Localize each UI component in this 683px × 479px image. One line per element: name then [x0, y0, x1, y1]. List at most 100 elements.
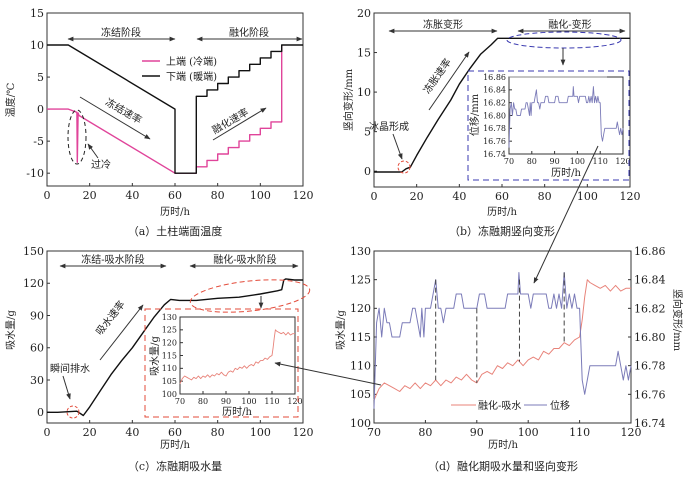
y-tick-label: 110 [162, 364, 177, 373]
y-axis-label: 吸水量/g [335, 310, 347, 350]
inset-x-axis-label: 历时/h [551, 167, 581, 179]
x-tick-label: 100 [250, 426, 271, 439]
caption: （b）冻融期竖向变形 [449, 224, 555, 238]
x-tick-label: 0 [44, 426, 51, 439]
stage-label: 冻结阶段 [101, 26, 141, 39]
y-tick-label: 10 [357, 86, 371, 99]
x-tick-label: 90 [550, 157, 560, 166]
y-tick-label: 16.86 [483, 73, 506, 82]
displacement-series [373, 272, 632, 409]
stage-label: 冻结-吸水阶段 [81, 253, 144, 266]
y-axis-label: 吸水量/g [5, 310, 17, 350]
y-axis-label: 竖向变形/mm [342, 68, 355, 131]
x-tick-label: 80 [538, 190, 552, 203]
warm-end-series [47, 44, 303, 174]
x-tick-label: 100 [250, 189, 271, 202]
y2-tick-label: 16.78 [634, 360, 666, 373]
y-tick-label: 16.82 [483, 98, 506, 107]
supercooling-label: 过冷 [91, 158, 111, 171]
drainage-label: 瞬间排水 [50, 362, 90, 375]
y-tick-label: 16.78 [483, 124, 506, 133]
inset-displacement-series [508, 86, 624, 148]
y-tick-label: 0 [364, 165, 371, 178]
x-tick-label: 60 [168, 189, 182, 202]
y-tick-label: 125 [162, 326, 177, 335]
x-tick-label: 120 [293, 426, 314, 439]
plot-frame [373, 250, 632, 424]
x-tick-label: 70 [504, 157, 514, 166]
x-tick-label: 120 [620, 190, 641, 203]
y2-tick-label: 16.76 [634, 388, 666, 401]
x-tick-label: 80 [211, 426, 225, 439]
y-tick-label: 100 [350, 417, 371, 430]
y-axis-label: 温度/℃ [4, 83, 17, 118]
y-tick-label: 5 [364, 125, 371, 138]
y-tick-label: 5 [37, 71, 44, 84]
y-tick-label: 16.76 [483, 137, 506, 146]
deformation-series [374, 37, 630, 173]
y2-tick-label: 16.86 [634, 245, 666, 258]
y2-tick-label: 16.80 [634, 331, 666, 344]
x-tick-label: 40 [125, 189, 139, 202]
panel-d-legend: 融化-吸水 位移 [451, 399, 570, 412]
connector-arrow [533, 145, 599, 284]
x-tick-label: 60 [495, 190, 509, 203]
y-tick-label: 100 [162, 390, 177, 399]
y-tick-label: 60 [30, 342, 44, 355]
rate-label: 冻结速率 [103, 95, 144, 126]
y-tick-label: 110 [350, 360, 371, 373]
y-tick-label: 16.74 [483, 150, 506, 159]
stage-label: 融化-变形 [548, 18, 591, 31]
y-tick-label: 150 [23, 245, 44, 258]
x-tick-label: 70 [367, 426, 381, 439]
x-axis-label: 历时/h [488, 439, 518, 451]
y-tick-label: 125 [350, 274, 371, 287]
y-tick-label: -5 [33, 135, 44, 148]
legend-label: 位移 [550, 399, 570, 412]
rate-label: 冻胀速率 [420, 56, 454, 96]
x-tick-label: 80 [527, 157, 537, 166]
x-tick-label: 40 [452, 190, 466, 203]
x-tick-label: 100 [518, 426, 539, 439]
caption: （d）融化期吸水量和竖向变形 [428, 459, 578, 473]
x-tick-label: 100 [570, 157, 585, 166]
x-tick-label: 70 [175, 397, 185, 406]
y2-axis-label: 竖向变形/mm [671, 289, 683, 352]
y2-tick-label: 16.74 [634, 417, 666, 430]
x-tick-label: 80 [211, 189, 225, 202]
x-tick-label: 20 [410, 190, 424, 203]
legend-label: 融化-吸水 [478, 399, 521, 412]
x-tick-label: 120 [287, 397, 302, 406]
x-tick-label: 0 [371, 190, 378, 203]
x-tick-label: 100 [577, 190, 598, 203]
legend-label: 上端 (冷端) [166, 55, 217, 68]
x-tick-label: 40 [125, 426, 139, 439]
x-tick-label: 110 [569, 426, 590, 439]
panel-a-annotations: 冻结阶段 融化阶段 上端 (冷端) 下端 (暖端) 冻结速率 融化速率 过冷 [67, 26, 303, 171]
x-tick-label: 100 [241, 397, 256, 406]
plot-frame [179, 316, 296, 395]
x-axis-label: 历时/h [487, 206, 517, 218]
x-axis-label: 历时/h [160, 439, 190, 451]
y-tick-label: 15 [30, 7, 44, 20]
inset-y-axis-label: 吸水量/g [149, 336, 161, 376]
x-tick-label: 120 [293, 189, 314, 202]
stage-label: 融化-吸水阶段 [213, 253, 276, 266]
y-tick-label: 0 [37, 406, 44, 419]
connector-arrow [274, 361, 382, 386]
x-tick-label: 0 [44, 189, 51, 202]
y-tick-label: 105 [162, 377, 177, 386]
y-tick-label: 115 [350, 331, 371, 344]
y-tick-label: 16.84 [483, 86, 506, 95]
y-tick-label: 16.80 [483, 111, 506, 120]
inset-water-series [179, 329, 295, 384]
x-tick-label: 120 [621, 426, 642, 439]
legend-label: 下端 (暖端) [166, 70, 217, 83]
inset-y-axis-label: 位移/mm [468, 93, 481, 136]
x-tick-label: 90 [221, 397, 231, 406]
x-tick-label: 120 [615, 157, 630, 166]
x-tick-label: 110 [593, 157, 608, 166]
melt-water-series [373, 279, 631, 401]
caption: （c）冻融期吸水量 [128, 459, 222, 473]
